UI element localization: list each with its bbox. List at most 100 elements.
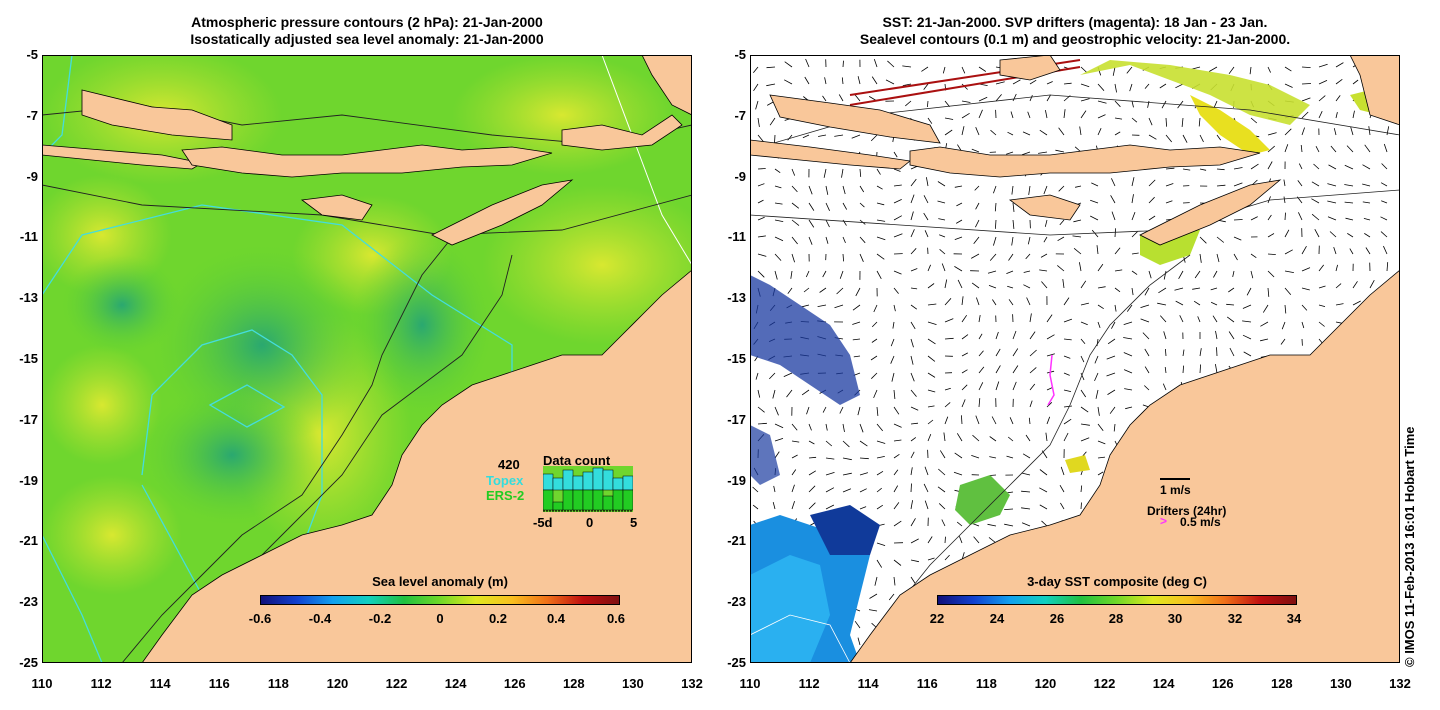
- velocity-arrow: [1094, 355, 1099, 364]
- sst-patch-yellow: [1190, 95, 1270, 155]
- velocity-arrow: [839, 270, 844, 279]
- velocity-arrow: [1215, 330, 1218, 340]
- sea-level-colorbar: [260, 595, 620, 605]
- velocity-arrow: [825, 487, 835, 493]
- velocity-arrow: [841, 168, 844, 178]
- velocity-arrow: [873, 304, 878, 313]
- velocity-arrow: [1111, 321, 1116, 329]
- velocity-arrow: [1097, 440, 1106, 445]
- velocity-arrow: [939, 234, 946, 238]
- velocity-arrow: [927, 419, 934, 425]
- velocity-arrow: [941, 519, 946, 527]
- velocity-arrow: [1055, 149, 1065, 153]
- velocity-arrow: [1267, 287, 1270, 297]
- velocity-arrow: [1216, 134, 1222, 141]
- velocity-arrow: [927, 303, 937, 306]
- velocity-arrow: [1267, 145, 1275, 153]
- x-axis-tick-label: 126: [1211, 676, 1234, 691]
- velocity-arrow: [1318, 285, 1326, 289]
- right-legend-tick: 30: [1167, 611, 1183, 626]
- velocity-arrow: [1199, 253, 1202, 263]
- velocity-arrow: [893, 439, 902, 442]
- velocity-arrow: [1090, 215, 1099, 221]
- velocity-arrow: [857, 637, 861, 646]
- velocity-arrow: [774, 270, 778, 280]
- velocity-arrow: [859, 457, 869, 460]
- velocity-arrow: [822, 270, 827, 278]
- velocity-arrow: [1008, 253, 1014, 261]
- velocity-arrow: [757, 389, 761, 398]
- depth-contour: [121, 224, 463, 663]
- imos-credit: © IMOS 11-Feb-2013 16:01 Hobart Time: [1402, 426, 1417, 667]
- velocity-arrow: [1063, 405, 1073, 408]
- velocity-arrow: [1091, 182, 1099, 187]
- velocity-arrow: [972, 434, 980, 442]
- velocity-arrow: [1063, 389, 1072, 392]
- velocity-arrow: [1060, 466, 1065, 476]
- velocity-arrow: [923, 483, 929, 493]
- velocity-arrow: [1212, 315, 1218, 323]
- y-axis-tick-label: -23: [19, 594, 38, 610]
- velocity-arrow: [1022, 131, 1031, 136]
- velocity-arrow: [822, 95, 827, 102]
- velocity-arrow: [757, 422, 767, 425]
- velocity-arrow: [1165, 167, 1175, 170]
- velocity-arrow: [1027, 111, 1031, 119]
- drifter-track-magenta: [1047, 354, 1055, 406]
- velocity-arrow: [956, 521, 963, 527]
- velocity-arrow: [910, 355, 914, 365]
- velocity-arrow: [1046, 81, 1053, 85]
- velocity-arrow: [1311, 213, 1320, 221]
- velocity-arrow: [1097, 321, 1101, 329]
- velocity-arrow: [1178, 270, 1184, 279]
- velocity-arrow: [808, 236, 813, 245]
- velocity-arrow: [1209, 66, 1218, 72]
- velocity-arrow: [1063, 297, 1070, 306]
- velocity-arrow: [1350, 126, 1354, 136]
- velocity-arrow: [1080, 280, 1087, 289]
- velocity-arrow: [774, 202, 783, 205]
- velocity-arrow: [1301, 111, 1309, 119]
- velocity-arrow: [1045, 432, 1048, 442]
- velocity-arrow: [1262, 304, 1269, 313]
- velocity-arrow: [1025, 253, 1031, 260]
- velocity-arrow: [993, 236, 997, 246]
- velocity-arrow: [924, 466, 929, 476]
- velocity-arrow: [1111, 211, 1116, 221]
- velocity-arrow: [1216, 347, 1218, 357]
- velocity-arrow: [910, 248, 917, 255]
- velocity-arrow: [824, 77, 827, 85]
- velocity-arrow: [790, 270, 793, 279]
- velocity-arrow: [1058, 127, 1065, 136]
- java-island: [81, 89, 233, 141]
- velocity-arrow: [1216, 253, 1220, 263]
- sealevel-contour: [750, 189, 1400, 236]
- topex-bar: [562, 469, 574, 491]
- velocity-arrow: [1267, 132, 1277, 136]
- velocity-arrow: [1363, 218, 1371, 221]
- velocity-arrow: [1267, 66, 1271, 73]
- velocity-arrow: [1057, 236, 1065, 242]
- velocity-arrow: [1039, 129, 1048, 136]
- y-axis-tick-label: -9: [734, 168, 746, 184]
- velocity-arrow: [1267, 214, 1272, 221]
- velocity-arrow: [774, 219, 784, 222]
- velocity-arrow: [1012, 202, 1015, 212]
- velocity-arrow: [927, 389, 936, 393]
- velocity-arrow: [1210, 287, 1218, 291]
- velocity-arrow: [791, 469, 797, 476]
- velocity-arrow: [1284, 249, 1293, 255]
- velocity-arrow: [1043, 185, 1048, 195]
- velocity-arrow: [926, 177, 929, 187]
- velocity-arrow: [944, 279, 948, 289]
- velocity-arrow: [825, 457, 835, 460]
- velocity-arrow: [995, 81, 1005, 85]
- velocity-arrow: [989, 456, 997, 459]
- bali-lombok-island: [750, 139, 911, 170]
- velocity-arrow: [1364, 233, 1371, 238]
- velocity-arrow: [1346, 145, 1354, 153]
- velocity-arrow: [774, 406, 779, 416]
- velocity-arrow: [1362, 201, 1371, 204]
- velocity-arrow: [1352, 281, 1358, 289]
- velocity-arrow: [1123, 321, 1133, 325]
